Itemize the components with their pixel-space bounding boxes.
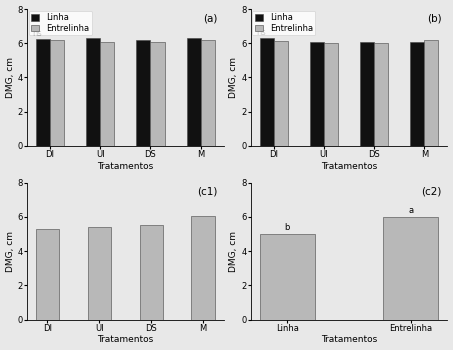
Y-axis label: DMG, cm: DMG, cm <box>229 57 238 98</box>
Text: b: b <box>284 223 290 232</box>
X-axis label: Tratamentos: Tratamentos <box>321 162 377 171</box>
Bar <box>140 225 163 320</box>
Legend: Linha, Entrelinha: Linha, Entrelinha <box>252 11 315 35</box>
Bar <box>50 40 64 146</box>
Bar <box>187 38 201 146</box>
Bar <box>201 40 215 146</box>
Bar <box>88 227 111 320</box>
Bar <box>36 229 59 320</box>
Text: (c2): (c2) <box>421 187 442 197</box>
Legend: Linha, Entrelinha: Linha, Entrelinha <box>29 11 92 35</box>
Text: a: a <box>408 206 413 215</box>
X-axis label: Tratamentos: Tratamentos <box>321 335 377 344</box>
Text: ns: ns <box>33 29 42 38</box>
X-axis label: Tratamentos: Tratamentos <box>97 162 154 171</box>
Text: ns: ns <box>256 28 266 37</box>
X-axis label: Tratamentos: Tratamentos <box>97 335 154 344</box>
Bar <box>150 42 164 146</box>
Text: (a): (a) <box>203 13 218 23</box>
Bar <box>274 41 288 146</box>
Bar <box>260 38 274 146</box>
Text: (b): (b) <box>427 13 442 23</box>
Y-axis label: DMG, cm: DMG, cm <box>5 231 14 272</box>
Bar <box>100 42 114 146</box>
Bar <box>424 40 439 146</box>
Bar <box>374 43 388 146</box>
Bar <box>383 217 439 320</box>
Bar <box>36 39 50 146</box>
Bar <box>310 42 324 146</box>
Bar <box>86 38 100 146</box>
Bar <box>410 42 424 146</box>
Bar <box>324 43 338 146</box>
Text: (c1): (c1) <box>198 187 218 197</box>
Bar <box>136 40 150 146</box>
Y-axis label: DMG, cm: DMG, cm <box>229 231 238 272</box>
Bar <box>360 42 374 146</box>
Y-axis label: DMG, cm: DMG, cm <box>5 57 14 98</box>
Bar <box>192 216 215 320</box>
Bar <box>260 234 315 320</box>
